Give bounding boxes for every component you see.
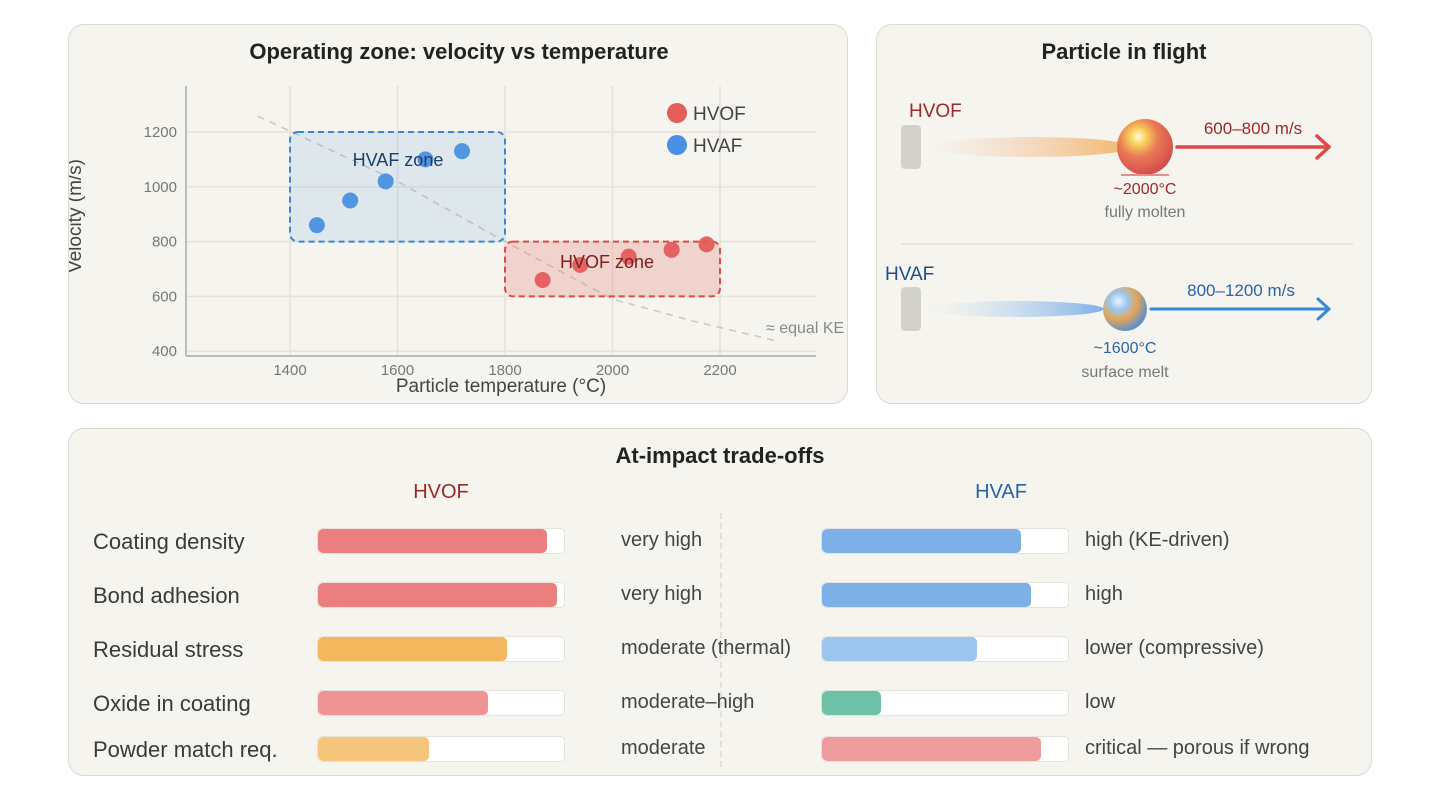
x-axis-title: Particle temperature (°C) xyxy=(396,376,606,397)
y-tick-label: 800 xyxy=(152,234,177,251)
hvof-nozzle xyxy=(901,125,921,169)
hvof-value-text: very high xyxy=(621,583,703,605)
y-tick-label: 1000 xyxy=(144,179,177,196)
hvof-value-text: moderate (thermal) xyxy=(621,637,792,659)
row-label: Coating density xyxy=(93,529,245,554)
x-tick-label: 1800 xyxy=(488,362,521,379)
hvof-plume xyxy=(931,137,1131,157)
hvaf-nozzle xyxy=(901,287,921,331)
hvof-data-point xyxy=(698,236,715,253)
hvaf-bar-track xyxy=(821,636,1069,662)
y-tick-label: 600 xyxy=(152,288,177,305)
tradeoffs-title: At-impact trade-offs xyxy=(615,443,825,468)
hvof-bar-fill xyxy=(318,583,557,607)
hvof-bar-fill xyxy=(318,737,429,761)
hvof-value-text: very high xyxy=(621,529,703,551)
tradeoffs-panel: At-impact trade-offs HVOF HVAF Coating d… xyxy=(68,428,1372,776)
hvof-label: HVOF xyxy=(909,101,962,122)
hvaf-column-header: HVAF xyxy=(975,481,1027,503)
hvof-bar-fill xyxy=(318,637,508,661)
hvof-data-point xyxy=(534,271,551,288)
hvaf-zone-label: HVAF zone xyxy=(353,150,444,170)
hvaf-plume xyxy=(928,301,1104,317)
hvaf-value-text: high (KE-driven) xyxy=(1085,529,1230,551)
equal-ke-curve xyxy=(257,115,774,341)
hvof-particle xyxy=(1117,119,1173,175)
hvof-bar-track xyxy=(317,636,565,662)
hvaf-state: surface melt xyxy=(1081,364,1169,381)
row-label: Oxide in coating xyxy=(93,691,251,716)
hvaf-arrow xyxy=(1149,297,1331,321)
row-label: Powder match req. xyxy=(93,737,278,762)
legend-marker-hvaf xyxy=(667,135,687,155)
hvof-bar-track xyxy=(317,528,565,554)
hvof-bar-track xyxy=(317,582,565,608)
hvof-state: fully molten xyxy=(1105,204,1186,221)
x-tick-label: 1400 xyxy=(273,362,306,379)
flight-diagram: HVOF 600–800 m/s ~2000°C fully molten HV… xyxy=(885,101,1353,381)
x-tick-label: 2200 xyxy=(703,362,736,379)
hvaf-bar-track xyxy=(821,736,1069,762)
y-tick-label: 1200 xyxy=(144,124,177,141)
hvof-arrow xyxy=(1175,134,1331,160)
legend-label-hvof: HVOF xyxy=(693,104,746,125)
hvaf-bar-track xyxy=(821,582,1069,608)
x-tick-label: 2000 xyxy=(596,362,629,379)
row-label: Residual stress xyxy=(93,637,244,662)
hvof-data-point xyxy=(620,248,637,265)
hvof-bar-fill xyxy=(318,691,488,715)
hvaf-value-text: high xyxy=(1085,583,1123,605)
hvaf-bar-fill xyxy=(822,637,977,661)
row-label: Bond adhesion xyxy=(93,583,240,608)
hvaf-zone xyxy=(289,131,506,243)
hvaf-data-point xyxy=(308,217,325,234)
scatter-chart: 1400 1600 1800 2000 2200 400 600 800 1000 1200 Par… xyxy=(69,86,844,397)
hvaf-bar-fill xyxy=(822,529,1022,553)
hvaf-data-point xyxy=(342,192,359,209)
equal-ke-label: ≈ equal KE xyxy=(766,320,844,337)
column-divider xyxy=(720,513,722,767)
y-tick-label: 400 xyxy=(152,343,177,360)
legend-label-hvaf: HVAF xyxy=(693,136,742,157)
hvaf-data-point xyxy=(377,173,394,190)
hvaf-value-text: critical — porous if wrong xyxy=(1085,737,1310,759)
hvof-temp: ~2000°C xyxy=(1114,181,1177,198)
hvaf-particle xyxy=(1103,287,1147,331)
flight-title: Particle in flight xyxy=(1041,39,1207,64)
hvaf-label: HVAF xyxy=(885,264,934,285)
y-axis-title: Velocity (m/s) xyxy=(69,159,86,273)
hvof-column-header: HVOF xyxy=(413,481,469,503)
chart-panel: Operating zone: velocity vs temperature … xyxy=(68,24,848,404)
hvaf-bar-fill xyxy=(822,583,1032,607)
hvof-bar-track xyxy=(317,736,565,762)
hvaf-temp: ~1600°C xyxy=(1094,340,1157,357)
flight-panel: Particle in flight HVOF 600–800 m/s ~200… xyxy=(876,24,1372,404)
hvaf-data-point xyxy=(454,143,470,160)
hvof-value-text: moderate xyxy=(621,737,706,759)
hvaf-bar-fill xyxy=(822,737,1041,761)
chart-title: Operating zone: velocity vs temperature xyxy=(249,39,669,64)
hvaf-data-point xyxy=(417,151,434,168)
legend-marker-hvof xyxy=(667,103,687,123)
hvof-speed: 600–800 m/s xyxy=(1204,119,1302,138)
hvof-bar-fill xyxy=(318,529,547,553)
hvaf-speed: 800–1200 m/s xyxy=(1187,281,1295,300)
hvaf-bar-track xyxy=(821,528,1069,554)
hvaf-value-text: lower (compressive) xyxy=(1085,637,1264,659)
hvof-value-text: moderate–high xyxy=(621,691,755,713)
x-tick-label: 1600 xyxy=(381,362,414,379)
hvaf-value-text: low xyxy=(1085,691,1116,713)
hvof-data-point xyxy=(663,241,680,258)
hvof-bar-track xyxy=(317,690,565,716)
hvaf-bar-fill xyxy=(822,691,882,715)
hvof-zone-label: HVOF zone xyxy=(560,252,654,272)
hvof-data-point xyxy=(572,256,589,273)
hvaf-bar-track xyxy=(821,690,1069,716)
